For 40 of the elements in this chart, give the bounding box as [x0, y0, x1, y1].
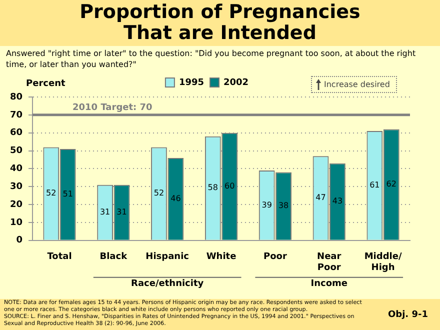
- x-tick-label: Black: [100, 252, 128, 262]
- y-tick-label: 10: [10, 218, 23, 228]
- text: Race/ethnicity: [131, 279, 204, 290]
- y-tick-label: 20: [10, 200, 23, 210]
- y-tick-label: 40: [10, 164, 23, 174]
- text: Increase desired: [324, 80, 390, 89]
- text: Obj. 9-1: [388, 310, 428, 320]
- data-label: 38: [278, 201, 289, 210]
- y-tick-label: 0: [16, 236, 23, 246]
- data-label: 62: [386, 180, 396, 189]
- text: Income: [310, 279, 348, 290]
- data-label: 43: [332, 196, 343, 206]
- data-label: 52: [46, 188, 56, 198]
- x-tick-label: White: [206, 252, 236, 262]
- data-label: 52: [154, 188, 164, 198]
- ref-line-label: 2010 Target: 70: [72, 102, 152, 113]
- x-tick-label: Hispanic: [146, 252, 189, 262]
- data-label: 31: [116, 207, 127, 216]
- chart-subtitle: Answered "right time or later" to the question: "Did you become pregnant too soon, at about the right time, or later than you wanted?": [6, 48, 417, 70]
- data-label: 47: [316, 193, 326, 202]
- data-label: 58: [208, 183, 218, 192]
- y-tick-label: 30: [10, 182, 23, 192]
- legend-label: 1995: [178, 78, 204, 88]
- y-tick-label: 50: [10, 146, 23, 156]
- data-label: 51: [62, 190, 73, 199]
- y-tick-label: 70: [10, 110, 23, 120]
- data-label: 31: [100, 207, 110, 216]
- data-label: 46: [170, 194, 181, 203]
- y-tick-label: 80: [10, 92, 23, 102]
- data-label: 39: [262, 200, 272, 210]
- x-tick-label: Near Poor: [317, 252, 342, 273]
- x-tick-label: Poor: [263, 252, 288, 262]
- chart-title: Proportion of Pregnancies That are Intended: [0, 0, 440, 46]
- y-axis-title: Percent: [26, 78, 66, 89]
- data-label: 60: [224, 181, 235, 190]
- legend-label: 2002: [224, 78, 249, 88]
- y-tick-label: 60: [10, 128, 23, 138]
- data-label: 61: [370, 180, 380, 190]
- x-tick-label: Total: [47, 252, 72, 262]
- x-tick-label: Middle/High: [364, 252, 402, 273]
